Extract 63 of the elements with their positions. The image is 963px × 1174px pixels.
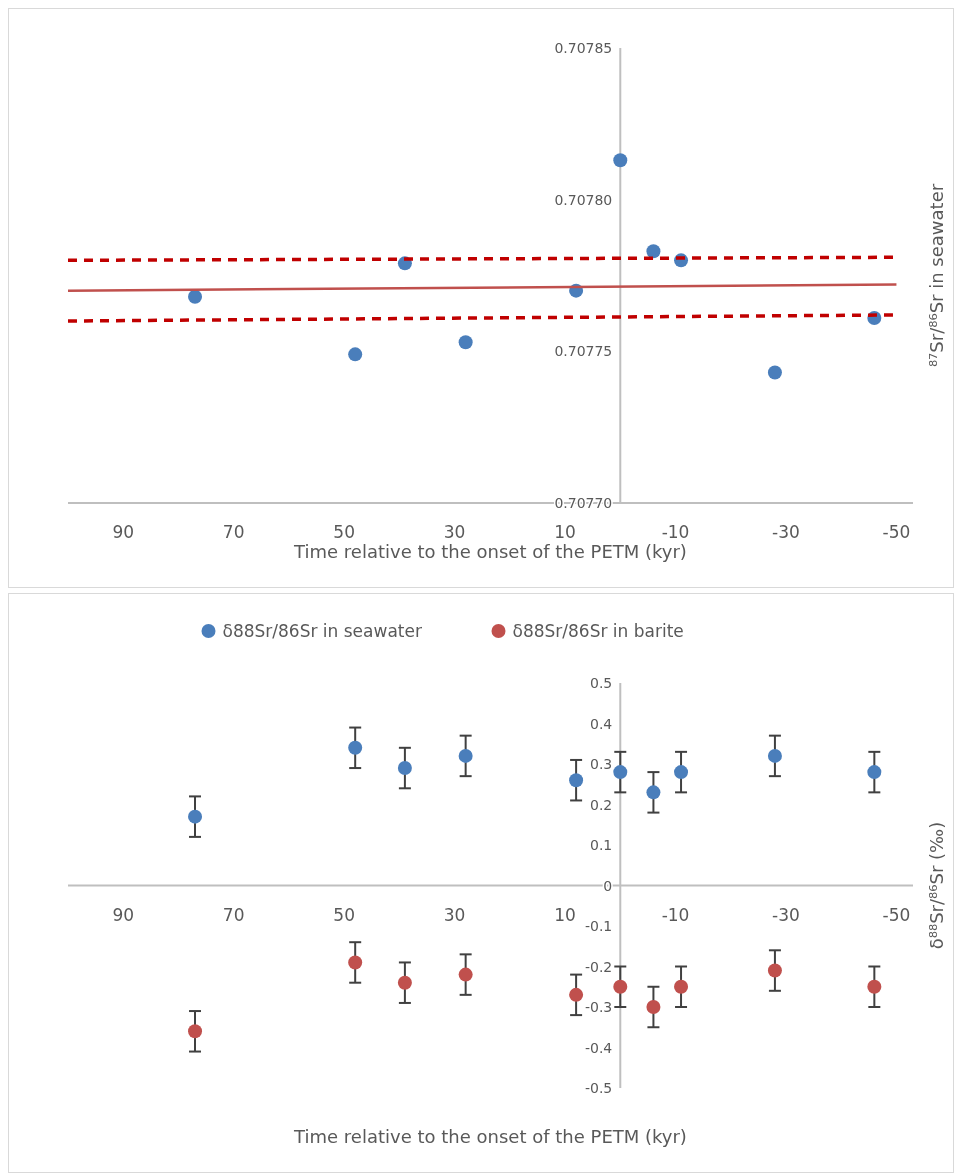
point: [458, 967, 473, 982]
y-tick-label: 0.4: [590, 715, 613, 732]
point: [613, 979, 628, 994]
point: [767, 748, 782, 763]
y-tick-label: 0.2: [590, 796, 613, 813]
point: [646, 244, 661, 259]
y-tick-label: 0.70785: [554, 40, 613, 56]
point: [569, 773, 584, 788]
point: [613, 153, 628, 168]
x-tick-label: 30: [443, 522, 466, 542]
y-tick-label: 0.3: [590, 756, 613, 772]
x-tick-label: 10: [554, 904, 576, 925]
y-tick-label: 0: [603, 877, 613, 894]
point: [397, 761, 412, 776]
x-tick-label: 90: [112, 904, 135, 925]
point: [646, 785, 661, 800]
y-axis-title: δ⁸⁸Sr/⁸⁶Sr (‰): [926, 821, 947, 950]
x-tick-label: 70: [222, 904, 245, 925]
x-tick-label: 10: [554, 522, 576, 542]
point: [348, 955, 363, 970]
y-axis-title: ⁸⁷Sr/⁸⁶Sr in seawater: [926, 183, 947, 368]
y-tick-label: -0.2: [584, 958, 613, 975]
x-tick-label: -30: [772, 522, 800, 542]
x-tick-label: -30: [772, 904, 800, 925]
y-tick-label: 0.1: [590, 837, 613, 853]
y-tick-label: 0.70775: [554, 343, 613, 360]
point: [188, 289, 203, 304]
x-tick-label: -50: [882, 904, 911, 925]
x-tick-label: -50: [882, 522, 911, 542]
point: [458, 748, 473, 763]
point: [348, 740, 363, 755]
y-tick-label: -0.5: [584, 1080, 613, 1096]
point: [646, 1000, 661, 1014]
point: [188, 809, 203, 824]
x-tick-label: 30: [443, 904, 466, 925]
x-tick-label: 70: [222, 522, 245, 542]
x-tick-label: 50: [333, 904, 355, 925]
point: [767, 365, 782, 380]
y-tick-label: 0.70780: [554, 191, 613, 208]
y-tick-label: -0.4: [584, 1039, 613, 1056]
point: [674, 979, 689, 994]
point: [458, 335, 473, 350]
legend-label: δ88Sr/86Sr in seawater: [222, 621, 422, 641]
x-tick-label: 50: [333, 522, 355, 542]
y-tick-label: 0.5: [590, 675, 613, 691]
x-axis-title: Time relative to the onset of the PETM (kyr): [293, 541, 687, 562]
point: [188, 1024, 203, 1039]
point: [569, 987, 584, 1002]
point: [613, 765, 628, 780]
y-tick-label: -0.1: [584, 918, 613, 934]
point: [867, 979, 882, 994]
legend-label: δ88Sr/86Sr in barite: [512, 621, 684, 641]
x-tick-label: -10: [661, 522, 690, 542]
x-axis-title: Time relative to the onset of the PETM (kyr): [293, 1126, 687, 1147]
point: [867, 765, 882, 780]
point: [674, 765, 689, 780]
x-tick-label: 90: [112, 522, 135, 542]
point: [348, 347, 363, 362]
x-tick-label: -10: [661, 904, 690, 925]
y-tick-label: -0.3: [584, 999, 613, 1015]
point: [767, 963, 782, 978]
y-tick-label: 0.70770: [554, 495, 613, 511]
point: [397, 975, 412, 990]
